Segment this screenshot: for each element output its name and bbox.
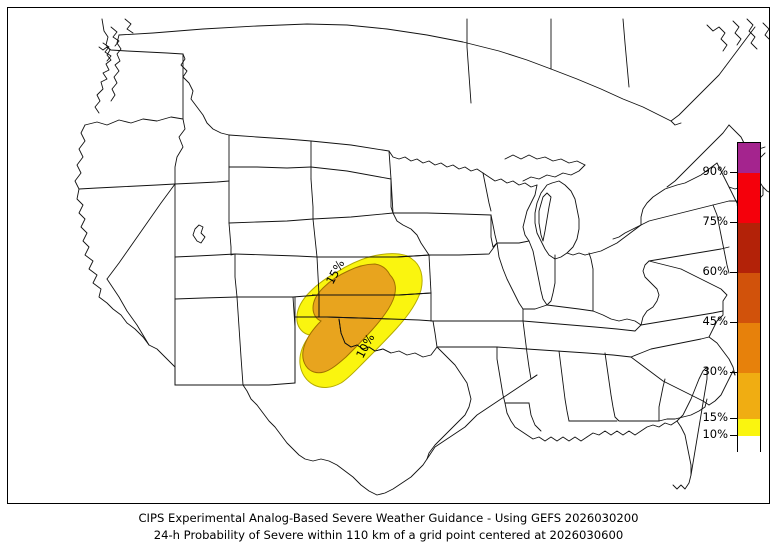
colorbar-band-30-45 [738,323,760,373]
colorbar-label-30: 30% [702,364,728,378]
colorbar-tick-60 [730,272,737,273]
colorbar-band-75-90 [738,173,760,223]
colorbar [730,142,761,453]
probability-contour-fills [296,253,423,388]
colorbar-tick-45 [730,322,737,323]
colorbar-band-45-60 [738,273,760,323]
us-map-svg [74,18,769,496]
colorbar-band-10-15 [738,419,760,436]
colorbar-band-15-30 [738,373,760,419]
map-panel: 15% 10% [7,7,770,504]
colorbar-tick-75 [730,222,737,223]
colorbar-label-60: 60% [702,264,728,278]
colorbar-box [737,142,761,453]
colorbar-tick-30 [730,372,737,373]
state-boundaries [74,18,769,496]
colorbar-label-90: 90% [702,164,728,178]
state-boundaries-over-fill [294,254,432,354]
colorbar-label-45: 45% [702,314,728,328]
caption-line-2: 24-h Probability of Severe within 110 km… [153,528,624,542]
colorbar-tick-10 [730,435,737,436]
colorbar-label-10: 10% [702,427,728,441]
figure-caption: CIPS Experimental Analog-Based Severe We… [0,510,777,544]
colorbar-band-gte-90 [738,143,760,173]
contour-region-15 [302,263,396,374]
colorbar-band-60-75 [738,223,760,273]
caption-line-1: CIPS Experimental Analog-Based Severe We… [138,511,639,525]
colorbar-tick-90 [730,172,737,173]
colorbar-label-75: 75% [702,214,728,228]
colorbar-band-lt-10 [738,436,760,453]
colorbar-tick-15 [730,418,737,419]
colorbar-label-15: 15% [702,410,728,424]
